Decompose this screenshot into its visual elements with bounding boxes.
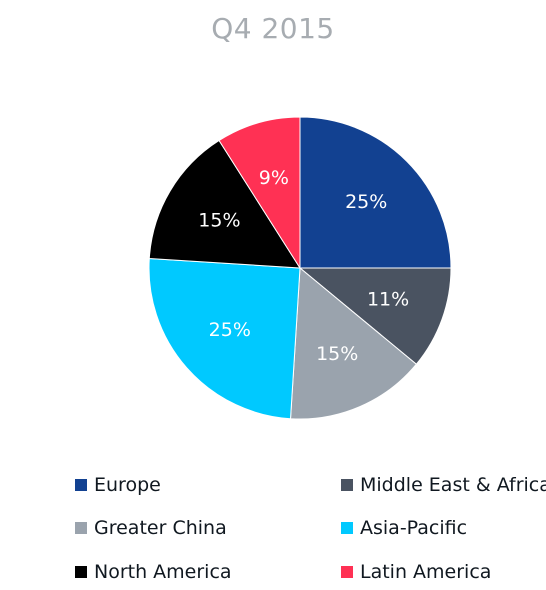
chart-title: Q4 2015	[211, 12, 335, 45]
pie-slice-latin-america	[218, 116, 301, 270]
pie-label-greater-china: 15%	[316, 343, 358, 365]
pie-slice-europe	[299, 116, 452, 269]
pie-label-latin-america: 9%	[259, 167, 289, 189]
legend-label-middle-east-africa: Middle East & Africa	[360, 474, 546, 496]
legend-label-europe: Europe	[94, 474, 161, 496]
legend-item-latin-america: Latin America	[341, 561, 491, 583]
legend-swatch-asia-pacific	[341, 522, 353, 534]
legend-item-middle-east-africa: Middle East & Africa	[341, 474, 546, 496]
legend-swatch-latin-america	[341, 566, 353, 578]
pie-label-europe: 25%	[345, 191, 387, 213]
pie-slice-greater-china	[289, 266, 418, 420]
legend-item-europe: Europe	[75, 474, 161, 496]
legend-item-greater-china: Greater China	[75, 517, 227, 539]
legend-label-latin-america: Latin America	[360, 561, 492, 583]
pie-label-north-america: 15%	[198, 209, 240, 231]
legend-swatch-north-america	[75, 566, 87, 578]
legend-swatch-europe	[75, 479, 87, 491]
pie-label-middle-east-africa: 11%	[367, 289, 409, 311]
pie-slice-middle-east-africa	[298, 267, 452, 365]
legend-label-greater-china: Greater China	[94, 517, 227, 539]
legend-item-north-america: North America	[75, 561, 232, 583]
legend-label-asia-pacific: Asia-Pacific	[360, 517, 468, 539]
pie-label-asia-pacific: 25%	[209, 319, 251, 341]
legend-item-asia-pacific: Asia-Pacific	[341, 517, 467, 539]
legend-swatch-greater-china	[75, 522, 87, 534]
legend-label-north-america: North America	[94, 561, 232, 583]
pie-slice-asia-pacific	[148, 257, 301, 420]
pie-slice-north-america	[148, 139, 301, 269]
legend-swatch-middle-east-africa	[341, 479, 353, 491]
